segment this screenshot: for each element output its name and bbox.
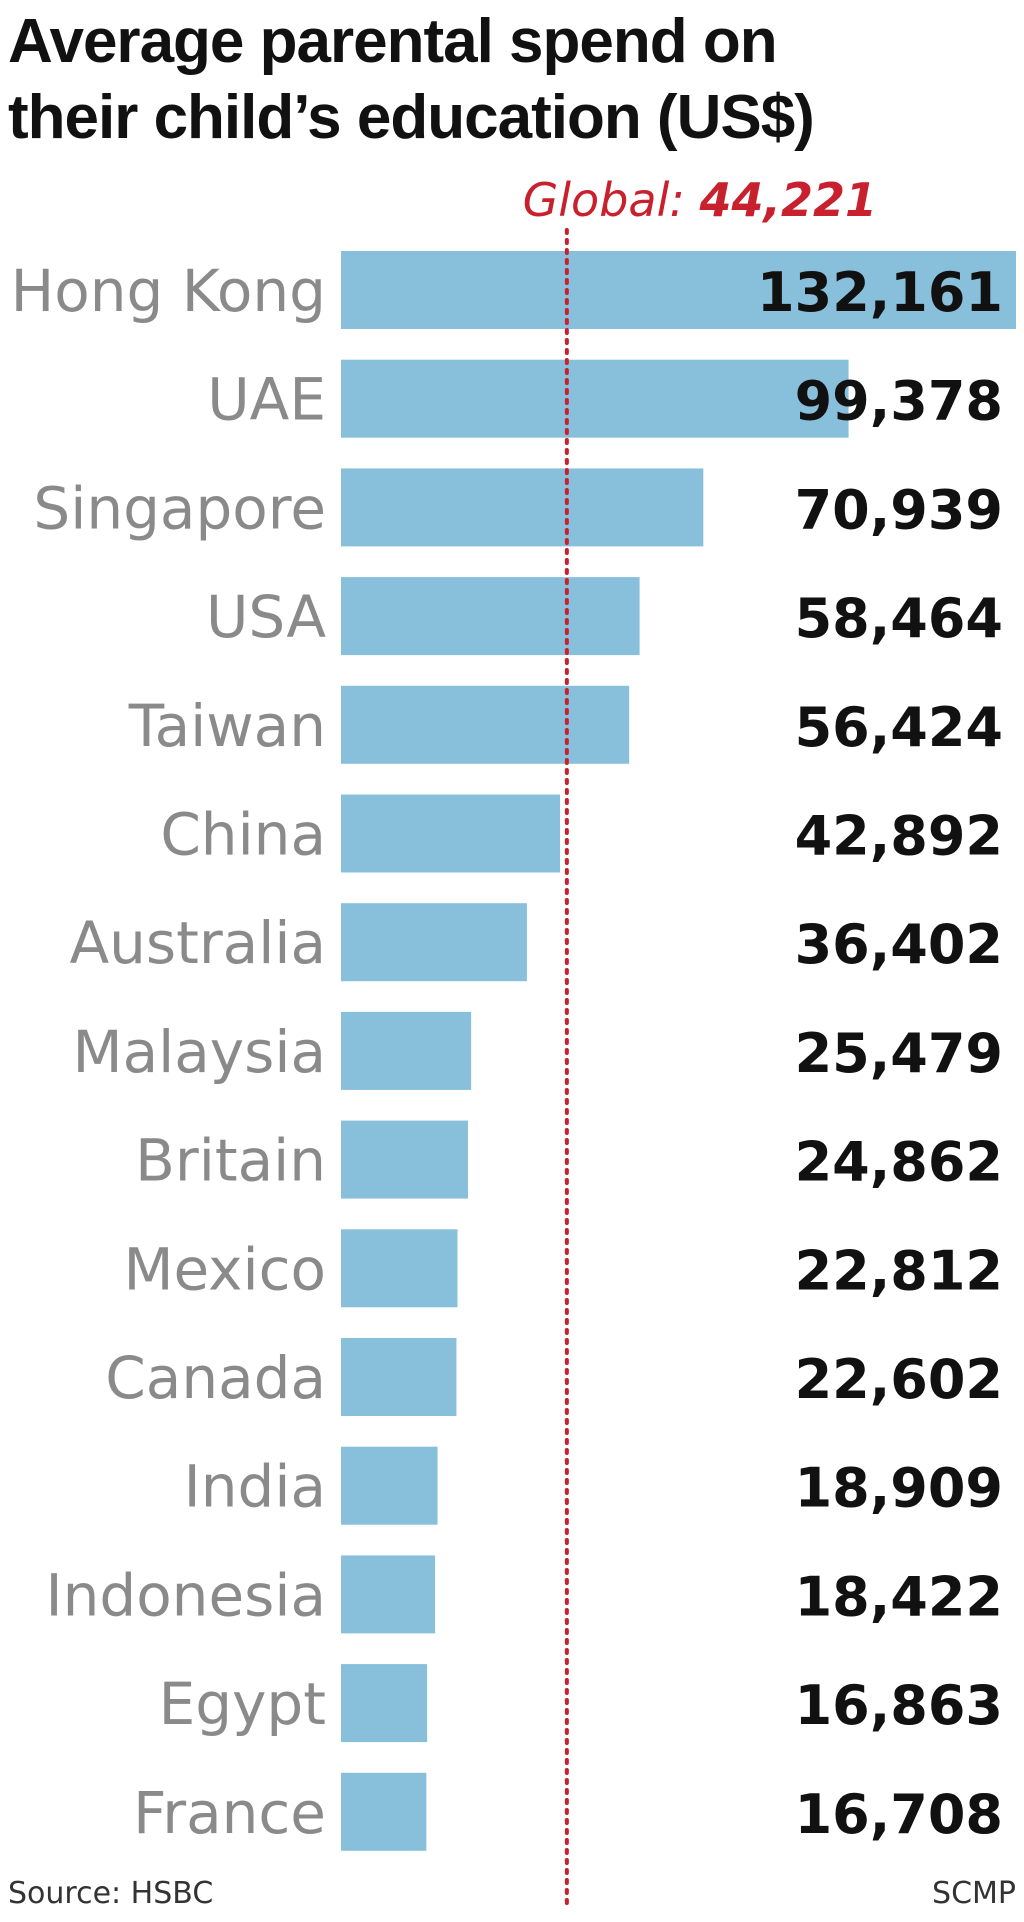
bar-china xyxy=(341,794,561,873)
global-average-caption: Global: xyxy=(523,173,700,227)
category-label-taiwan: Taiwan xyxy=(128,692,326,760)
value-label-britain: 24,862 xyxy=(795,1131,1003,1194)
value-label-india: 18,909 xyxy=(795,1457,1003,1520)
value-label-france: 16,708 xyxy=(795,1783,1003,1846)
bar-uae xyxy=(341,359,849,438)
bar-singapore xyxy=(341,468,704,547)
value-label-taiwan: 56,424 xyxy=(795,696,1003,759)
category-label-uae: UAE xyxy=(207,366,326,434)
value-label-australia: 36,402 xyxy=(795,913,1003,976)
source-note: Source: HSBC xyxy=(8,1876,214,1911)
bar-usa xyxy=(341,577,640,656)
bar-canada xyxy=(341,1338,457,1416)
category-label-britain: Britain xyxy=(135,1127,326,1195)
category-label-hong-kong: Hong Kong xyxy=(11,257,326,325)
bar-australia xyxy=(341,903,527,982)
value-label-usa: 58,464 xyxy=(795,587,1003,650)
bar-mexico xyxy=(341,1229,458,1308)
chart-title-line-2: their child’s education (US$) xyxy=(8,83,815,152)
value-label-singapore: 70,939 xyxy=(795,478,1003,541)
bar-malaysia xyxy=(341,1011,472,1090)
category-labels: Hong Kong UAE Singapore USA Taiwan China Austr… xyxy=(11,257,327,1847)
value-labels: 132,161 99,378 70,939 58,464 56,424 42,892 36,… xyxy=(757,261,1003,1846)
global-average-label: Global: 44,221 xyxy=(523,173,877,227)
category-label-india: India xyxy=(184,1453,326,1521)
category-label-mexico: Mexico xyxy=(123,1235,326,1303)
bars-group xyxy=(341,251,1016,1851)
value-label-canada: 22,602 xyxy=(795,1348,1003,1411)
bar-india xyxy=(341,1446,438,1525)
category-label-australia: Australia xyxy=(69,909,326,977)
category-label-malaysia: Malaysia xyxy=(73,1018,326,1086)
value-label-hong-kong: 132,161 xyxy=(757,261,1003,324)
category-label-singapore: Singapore xyxy=(33,474,326,542)
credit-note: SCMP xyxy=(932,1876,1016,1911)
category-label-china: China xyxy=(160,801,326,869)
category-label-france: France xyxy=(133,1779,326,1847)
bar-egypt xyxy=(341,1664,428,1743)
category-label-canada: Canada xyxy=(105,1344,326,1412)
bar-britain xyxy=(341,1120,468,1199)
bar-indonesia xyxy=(341,1555,436,1634)
chart-title-line-1: Average parental spend on xyxy=(8,7,778,76)
chart-title: Average parental spend on their child’s … xyxy=(8,4,815,156)
value-label-mexico: 22,812 xyxy=(795,1239,1003,1302)
global-average-value: 44,221 xyxy=(698,173,877,227)
category-label-indonesia: Indonesia xyxy=(46,1561,326,1629)
value-label-egypt: 16,863 xyxy=(795,1674,1003,1737)
value-label-indonesia: 18,422 xyxy=(795,1565,1003,1628)
value-label-malaysia: 25,479 xyxy=(795,1022,1003,1085)
category-label-usa: USA xyxy=(206,583,326,651)
bar-hong-kong xyxy=(341,251,1016,329)
bar-france xyxy=(341,1772,427,1851)
bar-taiwan xyxy=(341,685,630,764)
category-label-egypt: Egypt xyxy=(159,1670,326,1738)
value-label-uae: 99,378 xyxy=(795,370,1003,433)
value-label-china: 42,892 xyxy=(795,805,1003,868)
